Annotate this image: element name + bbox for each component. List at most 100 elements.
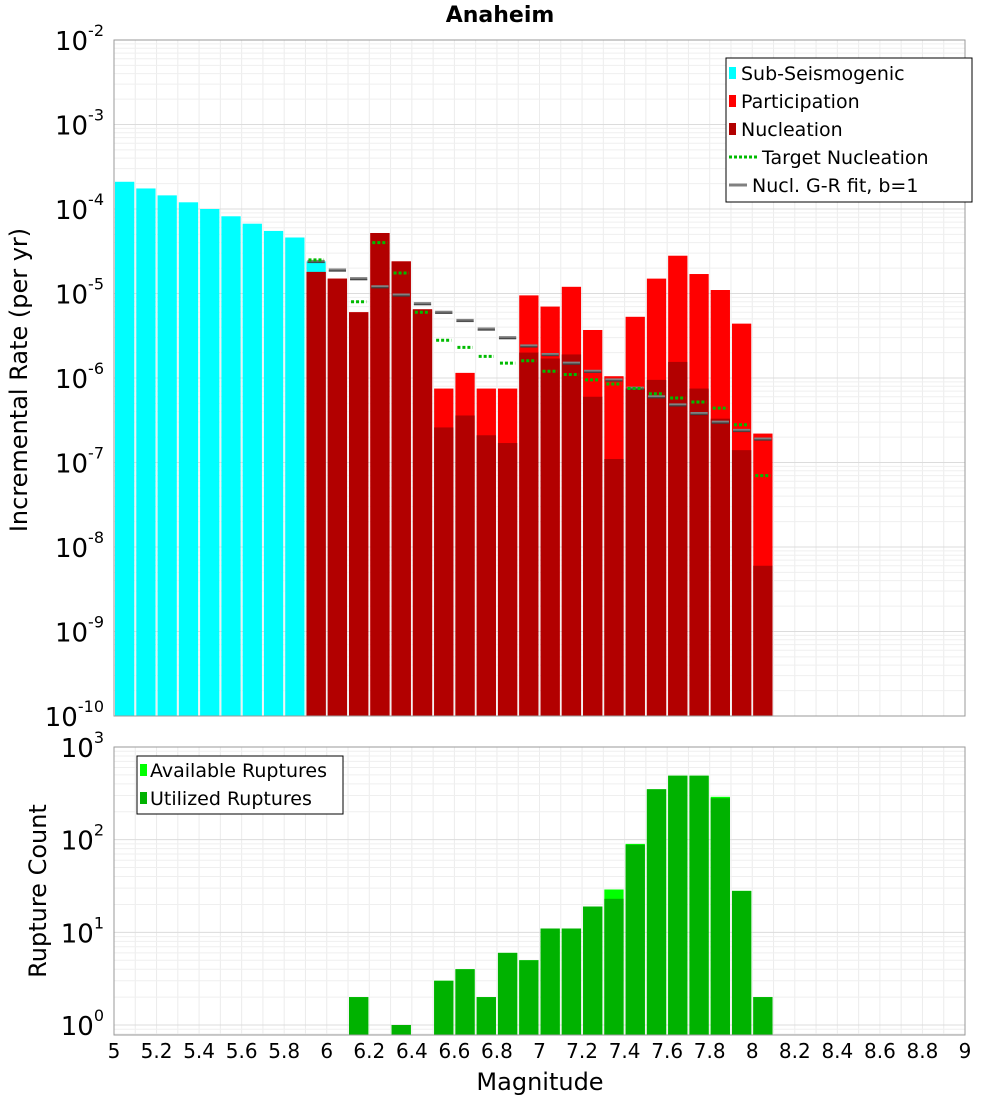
x-tick-label: 8.6 [864,1039,896,1063]
count-y-tick-label: 101 [61,913,104,949]
x-tick-label: 7 [533,1039,546,1063]
x-tick-label: 7.6 [651,1039,683,1063]
rate-panel: 10-10 10-9 10-8 10-7 10-6 10-5 10-4 10-3 10-2 In… [5,21,973,733]
rate-y-tick-label: 10-6 [55,359,104,395]
x-tick-label: 6 [320,1039,333,1063]
count-plot-frame [113,746,966,1036]
x-axis-title: Magnitude [476,1068,603,1096]
utilized-ruptures-bar [710,798,730,1035]
rate-bars [115,181,773,717]
rate-y-tick-label: 10-3 [55,106,104,142]
x-tick-label: 6.8 [481,1039,513,1063]
sub-seismogenic-bar [157,195,177,717]
nucleation-bar [327,278,348,716]
rate-y-tick-label: 10-10 [45,697,104,733]
x-tick-label: 5.4 [183,1039,215,1063]
rate-y-tick-label: 10-5 [55,275,104,311]
count-y-ticks: 100 101 102 103 [61,728,104,1042]
nucleation-bar [625,388,645,716]
x-tick-label: 8.4 [821,1039,853,1063]
nucleation-bar [583,396,603,716]
utilized-ruptures-bar [455,969,475,1035]
sub-seismogenic-bar [200,209,220,716]
utilized-ruptures-bar [625,844,645,1035]
rate-y-ticks: 10-10 10-9 10-8 10-7 10-6 10-5 10-4 10-3 10-2 [45,21,104,733]
x-tick-label: 8 [746,1039,759,1063]
x-tick-label: 5.8 [268,1039,300,1063]
count-y-tick-label: 100 [61,1006,104,1042]
x-tick-label: 7.8 [694,1039,726,1063]
available-ruptures-legend-swatch [140,764,147,776]
x-tick-label: 5.2 [141,1039,173,1063]
count-y-tick-label: 103 [61,728,104,764]
rate-plot-frame [113,39,966,717]
nucleation-bar [710,418,730,716]
nucleation-bar [349,312,369,716]
nucleation-bar [519,352,539,716]
utilized-ruptures-bar [497,952,518,1035]
nucleation-bar [412,309,433,716]
nucleation-bar [731,450,752,716]
utilized-ruptures-bar [689,775,709,1035]
utilized-ruptures-bar [434,980,454,1035]
nucleation-bar [434,427,454,716]
rate-y-tick-label: 10-2 [55,21,104,57]
utilized-ruptures-bar [668,775,688,1035]
count-y-axis-title: Rupture Count [24,804,52,978]
utilized-ruptures-bar [583,906,603,1035]
utilized-ruptures-bar [519,960,539,1035]
nucleation-bar [306,271,326,716]
utilized-ruptures-bar [561,928,582,1035]
count-panel: 100 101 102 103 5 5.2 5.4 5.6 5.8 6 6.2 6.4 6.6 6.8 7… [24,728,971,1096]
target-nucleation-legend-label: Target Nucleation [761,147,929,169]
nucleation-bar [476,435,496,716]
nucleation-bar [646,379,667,716]
x-tick-label: 6.4 [396,1039,428,1063]
count-legend-box [136,755,344,815]
sub-seismogenic-bar [285,237,305,717]
x-tick-label: 7.2 [566,1039,598,1063]
x-tick-label: 8.2 [779,1039,811,1063]
nucleation-bar [668,361,688,716]
chart-title: Anaheim [446,3,555,28]
count-y-tick-label: 102 [61,821,104,857]
nucleation-legend-swatch [729,123,736,135]
nucleation-bar [689,388,709,716]
rate-legend: Sub-Seismogenic Participation Nucleation Ta… [725,57,973,203]
sub-seismogenic-bar [136,188,156,717]
rate-y-tick-label: 10-4 [55,190,104,226]
nucleation-bar [497,443,518,716]
utilized-ruptures-legend-swatch [140,792,147,804]
sub-seismogenic-bar [221,216,241,717]
x-tick-label: 5 [108,1039,121,1063]
nucl-g-r-fit-b-1-legend-label: Nucl. G-R fit, b=1 [752,175,918,197]
x-tick-label: 7.4 [609,1039,641,1063]
x-tick-label: 5.6 [226,1039,258,1063]
utilized-ruptures-bar [646,789,667,1035]
rate-y-tick-label: 10-8 [55,528,104,564]
x-tick-labels: 5 5.2 5.4 5.6 5.8 6 6.2 6.4 6.6 6.8 7 7.2 7.4 7.6 7.8 8… [108,1039,972,1063]
sub-seismogenic-legend-swatch [729,67,736,79]
nucleation-legend-label: Nucleation [741,119,843,141]
count-bars [349,775,773,1035]
nucleation-bar [391,261,411,716]
rate-y-tick-label: 10-7 [55,444,104,480]
utilized-ruptures-bar [540,928,560,1035]
nucleation-bar [455,415,475,716]
rate-legend-box [725,57,973,203]
utilized-ruptures-bar [349,997,369,1035]
x-tick-label: 8.8 [907,1039,939,1063]
participation-legend-label: Participation [741,91,860,113]
nucleation-bar [753,565,773,716]
rate-y-tick-label: 10-9 [55,613,104,649]
x-tick-label: 6.2 [353,1039,385,1063]
x-tick-label: 9 [959,1039,972,1063]
nucleation-bar [540,358,560,716]
rate-line-marks [307,241,772,478]
count-grid [114,747,965,1035]
sub-seismogenic-legend-label: Sub-Seismogenic [741,63,905,85]
participation-legend-swatch [729,95,736,107]
sub-seismogenic-bar [242,223,262,716]
count-legend: Available Ruptures Utilized Ruptures [136,755,344,815]
